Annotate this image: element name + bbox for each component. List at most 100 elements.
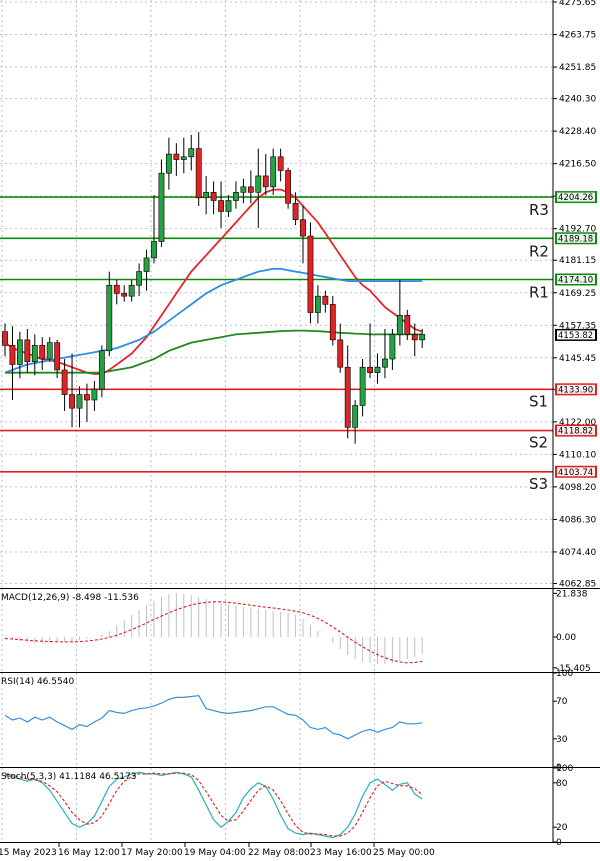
time-tick-label: 15 May 2023 [0, 848, 57, 858]
candle-body [233, 192, 239, 201]
labels: R3 4204.26 R2 4189.18 R1 4174.10 S1 4133.90 S2 41… [1, 191, 597, 782]
level-price-badge-inner [557, 192, 595, 202]
indicator-title: MACD(12,26,9) -8.498 -11.536 [1, 593, 139, 603]
candle [136, 263, 142, 297]
candle [76, 386, 83, 428]
candle [285, 167, 291, 209]
candle-body [91, 388, 98, 401]
candle [344, 345, 351, 439]
candle [61, 359, 68, 411]
indicators [4, 593, 423, 839]
indicator-title: RSI(14) 46.5540 [1, 677, 74, 687]
candle [9, 326, 16, 401]
candle [322, 290, 329, 313]
candle-body [173, 153, 180, 160]
candle [203, 175, 210, 215]
current-price-label: 4153.82 [558, 331, 593, 341]
candle-body [396, 314, 403, 335]
candle-body [270, 156, 277, 188]
candle [128, 279, 135, 302]
candle [374, 353, 381, 384]
stoch-k-line [4, 771, 423, 839]
candle [166, 137, 172, 190]
price-tick-label: 4216.50 [559, 160, 596, 170]
indicator-tick-label: 0.00 [556, 633, 576, 643]
candle-body [314, 295, 321, 313]
candle [337, 323, 344, 373]
level-price-label: 4103.74 [558, 468, 593, 478]
price-tick-label: 4062.85 [559, 580, 596, 590]
price-tick-label: 4228.40 [559, 127, 596, 137]
price-tick-label: 4251.85 [559, 63, 596, 73]
level-price-badge-inner [557, 384, 595, 394]
level-name-r3: R3 [529, 201, 549, 219]
level-name-s1: S1 [529, 392, 548, 410]
price-tick-label: 4181.15 [559, 256, 596, 266]
time-tick-label: 23 May 16:00 [310, 848, 372, 858]
candle [158, 159, 165, 247]
candle-body [61, 369, 68, 395]
moving-average-line-3 [5, 329, 423, 374]
time-tick-label: 25 May 00:00 [373, 848, 435, 858]
candle-body [389, 334, 396, 360]
candle [225, 195, 232, 217]
candle [255, 148, 262, 228]
candle [419, 328, 426, 349]
level-price-badge-inner [557, 426, 595, 436]
indicator-tick-label: -15.405 [556, 664, 591, 674]
candle-body [352, 405, 359, 428]
candle [218, 181, 224, 228]
candle-body [218, 200, 224, 212]
candle [247, 170, 254, 204]
price-tick-label: 4145.45 [559, 354, 596, 364]
candle [46, 337, 53, 362]
time-tick-label: 16 May 12:00 [58, 848, 120, 858]
candle [113, 279, 120, 305]
candle-body [285, 170, 291, 204]
candle [2, 323, 8, 357]
candle-body [31, 345, 38, 363]
candle-body [382, 358, 388, 368]
candle [54, 339, 61, 379]
candle [277, 148, 284, 182]
candle [359, 359, 366, 417]
candle-body [359, 366, 366, 406]
candle [91, 380, 98, 411]
candle-body [419, 334, 426, 341]
level-price-label: 4189.18 [558, 234, 593, 244]
candle-body [69, 394, 75, 409]
candle [240, 178, 247, 204]
price-tick-label: 4263.75 [559, 31, 596, 41]
current-price-badge-inner [557, 330, 595, 340]
indicator-tick-label: 21.838 [556, 589, 588, 599]
candle [106, 271, 113, 357]
candle [262, 154, 269, 196]
candle-body [307, 235, 314, 313]
candle-body [247, 186, 254, 193]
macd-signal-line [4, 601, 423, 664]
moving-averages [4, 188, 423, 375]
candle-body [76, 394, 83, 409]
price-tick-label: 4275.65 [559, 0, 596, 8]
candle-body [98, 350, 105, 390]
candle [151, 195, 157, 264]
level-price-badge-inner [557, 233, 595, 243]
price-tick-label: 4086.30 [559, 515, 596, 525]
level-name-s3: S3 [529, 475, 548, 493]
price-tick-label: 4240.30 [559, 95, 596, 105]
candle [389, 328, 396, 370]
indicator-tick-label: 70 [556, 697, 568, 707]
time-tick-label: 19 May 04:00 [184, 848, 246, 858]
candle [300, 205, 306, 264]
candle [314, 285, 321, 324]
candle [180, 137, 187, 174]
candle-body [9, 345, 16, 365]
candle-body [195, 148, 202, 199]
indicator-tick-label: 100 [556, 764, 573, 774]
indicator-tick-label: 30 [556, 735, 568, 745]
indicator-tick-label: 0 [556, 763, 562, 773]
candle-body [84, 394, 90, 401]
candle-body [225, 200, 232, 212]
candle [143, 249, 150, 291]
